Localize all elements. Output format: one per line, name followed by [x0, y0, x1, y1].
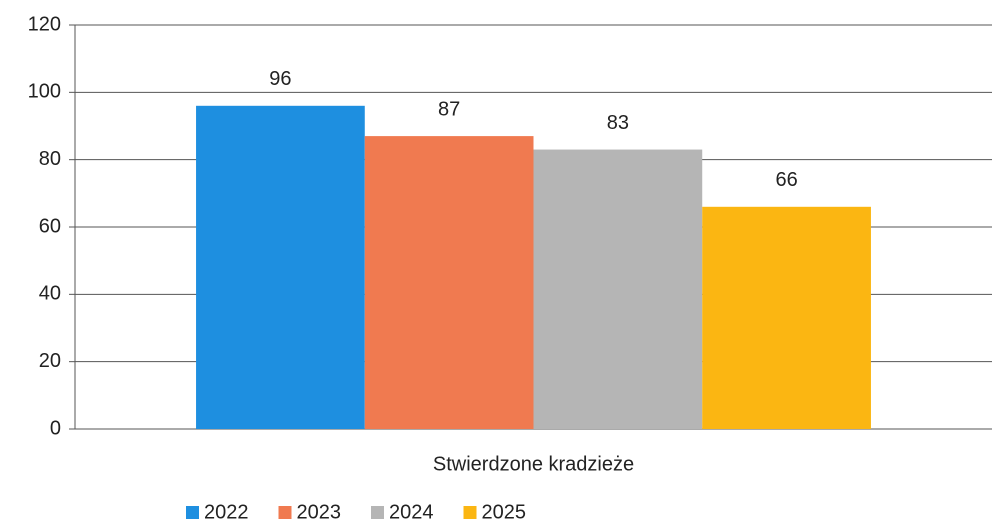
legend-swatch: [371, 506, 384, 519]
legend-swatch: [278, 506, 292, 519]
x-tick-label: Stwierdzone kradzieże: [433, 453, 634, 475]
legend-swatch: [463, 506, 477, 519]
bar: [533, 149, 703, 430]
y-tick-label: 100: [28, 81, 61, 103]
value-label: 83: [607, 112, 629, 134]
y-tick-label: 20: [39, 350, 61, 372]
legend-swatch: [186, 506, 199, 519]
bar: [702, 206, 871, 429]
legend-label: 2024: [389, 501, 434, 520]
y-tick-label: 40: [39, 283, 61, 305]
value-label: 96: [269, 68, 291, 90]
bar: [364, 136, 534, 429]
y-tick-label: 0: [50, 417, 61, 439]
bar: [196, 105, 365, 430]
legend-label: 2025: [482, 501, 527, 520]
y-tick-label: 120: [28, 13, 61, 35]
y-tick-label: 80: [39, 148, 61, 170]
legend-label: 2023: [297, 501, 342, 520]
value-label: 66: [775, 169, 797, 191]
value-label: 87: [438, 98, 460, 120]
legend-label: 2022: [204, 501, 249, 520]
y-tick-label: 60: [39, 215, 61, 237]
